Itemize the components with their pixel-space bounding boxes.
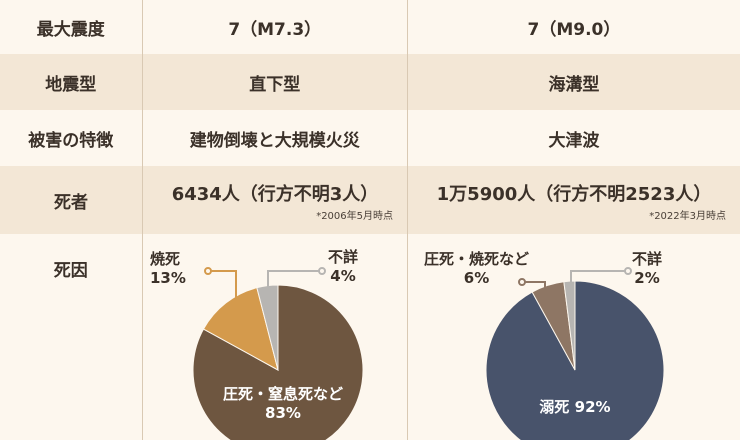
kobe-deaths: 6434人（行方不明3人） *2006年5月時点: [142, 166, 407, 234]
kobe-pie-chart: [192, 284, 364, 440]
kobe-burn-value: 13%: [150, 269, 186, 287]
kobe-crush-name: 圧死・窒息死など: [222, 385, 343, 403]
kobe-burn-label: 焼死 13%: [150, 250, 186, 288]
leader-line-2: [522, 281, 546, 290]
tohoku-drown-value: 92%: [574, 398, 611, 416]
row-quake-type: 地震型 直下型 海溝型: [0, 54, 740, 110]
leader-dot-3: [624, 267, 632, 275]
row-label-quake-type: 地震型: [45, 74, 97, 95]
row-label-deaths: 死者: [54, 192, 88, 213]
tohoku-crush-name: 圧死・焼死など: [424, 250, 530, 268]
pie-slice-0-0: [192, 284, 364, 440]
kobe-crush-value: 83%: [265, 404, 301, 422]
tohoku-drown-label: 溺死 92%: [520, 398, 630, 417]
tohoku-unknown-label: 不詳 2%: [632, 250, 662, 288]
pie-slice-1-2: [563, 280, 576, 371]
tohoku-max-intensity: 7（M9.0）: [406, 0, 740, 54]
tohoku-unknown-value: 2%: [634, 269, 660, 287]
tohoku-deaths-note: *2022年3月時点: [649, 211, 726, 222]
kobe-crush-label: 圧死・窒息死など 83%: [198, 385, 368, 423]
tohoku-unknown-name: 不詳: [632, 250, 663, 268]
kobe-unknown-label: 不詳 4%: [328, 248, 358, 286]
kobe-max-intensity: 7（M7.3）: [141, 0, 407, 54]
kobe-quake-type: 直下型: [141, 54, 407, 110]
tohoku-deaths-value: 1万5900人（行方不明2523人）: [436, 184, 712, 205]
row-label-damage-feature: 被害の特徴: [28, 130, 114, 151]
leader-dot-1: [318, 267, 326, 275]
row-deaths: 死者 6434人（行方不明3人） *2006年5月時点 1万5900人（行方不明…: [0, 166, 740, 234]
tohoku-crush-value: 6%: [463, 269, 490, 287]
leader-dot-0: [204, 267, 212, 275]
tohoku-damage-feature: 大津波: [406, 110, 740, 166]
row-damage-feature: 被害の特徴 建物倒壊と大規模火災 大津波: [0, 110, 740, 166]
tohoku-pie-chart: [485, 280, 665, 440]
tohoku-quake-type: 海溝型: [406, 54, 740, 110]
tohoku-drown-name: 溺死: [539, 398, 570, 416]
tohoku-deaths: 1万5900人（行方不明2523人） *2022年3月時点: [407, 166, 740, 234]
leader-line-0: [208, 270, 237, 300]
kobe-unknown-name: 不詳: [328, 248, 359, 266]
row-label-cause: 死因: [53, 261, 88, 281]
row-cause-of-death: 死因: [0, 234, 740, 440]
row-label-max-intensity: 最大震度: [36, 19, 105, 40]
callout-leaders: [204, 267, 632, 300]
leader-dot-2: [518, 278, 526, 286]
kobe-deaths-note: *2006年5月時点: [316, 211, 393, 222]
kobe-unknown-value: 4%: [330, 267, 356, 285]
leader-line-3: [570, 270, 628, 286]
kobe-burn-name: 焼死: [150, 250, 181, 268]
kobe-deaths-value: 6434人（行方不明3人）: [171, 184, 379, 205]
pie-slice-0-1: [202, 287, 279, 371]
kobe-cause-cell: [141, 234, 407, 440]
kobe-damage-feature: 建物倒壊と大規模火災: [141, 110, 407, 166]
leader-line-1: [267, 270, 322, 292]
tohoku-crush-label: 圧死・焼死など 6%: [424, 250, 529, 288]
tohoku-cause-cell: [406, 234, 740, 440]
row-max-intensity: 最大震度 7（M7.3） 7（M9.0）: [0, 0, 740, 54]
